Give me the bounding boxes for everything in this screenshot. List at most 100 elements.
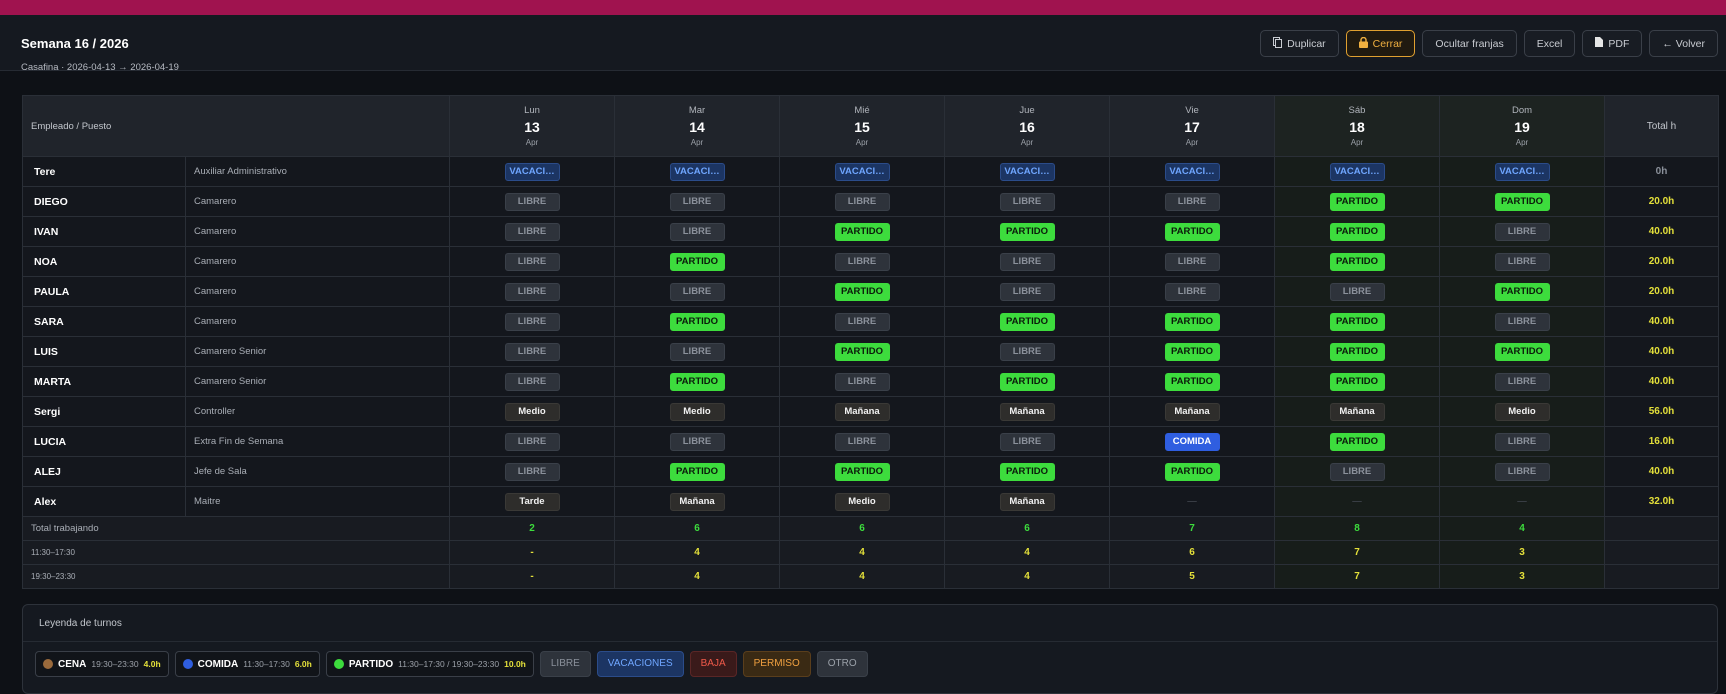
shift-chip[interactable]: PARTIDO xyxy=(1164,462,1220,481)
legend-tag: OTRO xyxy=(816,651,868,677)
shift-chip[interactable]: Mañana xyxy=(669,492,725,511)
shift-chip[interactable]: PARTIDO xyxy=(1164,372,1220,391)
shift-chip[interactable]: LIBRE xyxy=(1164,192,1220,211)
shift-chip[interactable]: PARTIDO xyxy=(999,372,1055,391)
shift-chip[interactable]: LIBRE xyxy=(999,192,1055,211)
shift-chip[interactable]: PARTIDO xyxy=(834,462,890,481)
shift-chip[interactable]: LIBRE xyxy=(504,222,560,241)
shift-chip[interactable]: VACACI… xyxy=(1329,162,1385,181)
shift-chip[interactable]: PARTIDO xyxy=(834,342,890,361)
shift-chip[interactable]: Medio xyxy=(669,402,725,421)
shift-chip[interactable]: LIBRE xyxy=(504,252,560,271)
toolbar-button[interactable]: ← Volver xyxy=(1649,30,1718,57)
toolbar-button[interactable]: Cerrar xyxy=(1345,30,1416,57)
shift-chip[interactable]: VACACI… xyxy=(999,162,1055,181)
shift-chip[interactable]: PARTIDO xyxy=(1329,312,1385,331)
shift-chip[interactable]: LIBRE xyxy=(1329,462,1385,481)
shift-chip[interactable]: Medio xyxy=(1494,402,1550,421)
shift-chip[interactable]: VACACI… xyxy=(669,162,725,181)
shift-chip[interactable]: VACACI… xyxy=(1494,162,1550,181)
shift-chip[interactable]: LIBRE xyxy=(834,252,890,271)
toolbar-button[interactable]: Excel xyxy=(1523,30,1576,57)
shift-chip[interactable]: Mañana xyxy=(834,402,890,421)
shift-chip[interactable]: PARTIDO xyxy=(999,222,1055,241)
shift-chip[interactable]: PARTIDO xyxy=(669,372,725,391)
shift-chip[interactable]: LIBRE xyxy=(1494,462,1550,481)
summary-value: 4 xyxy=(779,540,945,565)
shift-chip[interactable]: — xyxy=(1187,495,1197,507)
shift-chip[interactable]: LIBRE xyxy=(504,432,560,451)
button-label: PDF xyxy=(1608,37,1630,50)
shift-chip[interactable]: LIBRE xyxy=(669,222,725,241)
day-header: Mié 15 Apr xyxy=(779,95,945,157)
shift-chip[interactable]: LIBRE xyxy=(834,312,890,331)
shift-chip[interactable]: LIBRE xyxy=(1164,252,1220,271)
shift-chip[interactable]: LIBRE xyxy=(999,282,1055,301)
shift-chip[interactable]: PARTIDO xyxy=(1329,342,1385,361)
shift-chip[interactable]: PARTIDO xyxy=(1494,192,1550,211)
shift-chip[interactable]: PARTIDO xyxy=(1329,222,1385,241)
shift-chip[interactable]: LIBRE xyxy=(999,432,1055,451)
shift-chip[interactable]: Medio xyxy=(834,492,890,511)
shift-chip[interactable]: COMIDA xyxy=(1164,432,1220,451)
shift-chip[interactable]: LIBRE xyxy=(1494,312,1550,331)
shift-chip[interactable]: PARTIDO xyxy=(1329,252,1385,271)
shift-chip[interactable]: PARTIDO xyxy=(669,252,725,271)
shift-chip[interactable]: PARTIDO xyxy=(1494,342,1550,361)
shift-chip[interactable]: LIBRE xyxy=(504,342,560,361)
toolbar-button[interactable]: Duplicar xyxy=(1260,30,1339,57)
shift-chip[interactable]: PARTIDO xyxy=(834,282,890,301)
shift-chip[interactable]: LIBRE xyxy=(669,342,725,361)
shift-chip[interactable]: LIBRE xyxy=(504,312,560,331)
shift-chip[interactable]: PARTIDO xyxy=(999,462,1055,481)
shift-chip[interactable]: LIBRE xyxy=(834,432,890,451)
employee-role: Camarero xyxy=(185,246,450,277)
toolbar-button[interactable]: Ocultar franjas xyxy=(1422,30,1517,57)
shift-chip[interactable]: PARTIDO xyxy=(669,312,725,331)
toolbar-button[interactable]: PDF xyxy=(1582,30,1643,57)
shift-chip[interactable]: Tarde xyxy=(504,492,560,511)
shift-chip[interactable]: Mañana xyxy=(999,402,1055,421)
shift-chip[interactable]: PARTIDO xyxy=(834,222,890,241)
shift-chip[interactable]: LIBRE xyxy=(1494,432,1550,451)
shift-chip[interactable]: PARTIDO xyxy=(1329,372,1385,391)
shift-chip[interactable]: LIBRE xyxy=(504,372,560,391)
shift-chip[interactable]: PARTIDO xyxy=(1164,222,1220,241)
shift-chip[interactable]: — xyxy=(1352,495,1362,507)
shift-chip[interactable]: VACACI… xyxy=(1164,162,1220,181)
shift-chip[interactable]: LIBRE xyxy=(1494,222,1550,241)
shift-chip[interactable]: LIBRE xyxy=(1164,282,1220,301)
shift-chip[interactable]: LIBRE xyxy=(1329,282,1385,301)
shift-chip[interactable]: Mañana xyxy=(1329,402,1385,421)
shift-chip[interactable]: LIBRE xyxy=(834,192,890,211)
shift-chip[interactable]: LIBRE xyxy=(834,372,890,391)
shift-chip[interactable]: VACACI… xyxy=(834,162,890,181)
shift-chip[interactable]: LIBRE xyxy=(504,462,560,481)
shift-chip[interactable]: Mañana xyxy=(1164,402,1220,421)
shift-chip[interactable]: PARTIDO xyxy=(1329,432,1385,451)
shift-chip[interactable]: PARTIDO xyxy=(1494,282,1550,301)
shift-chip[interactable]: PARTIDO xyxy=(999,312,1055,331)
employee-role: Camarero Senior xyxy=(185,366,450,397)
shift-cell: LIBRE xyxy=(1109,186,1275,217)
shift-chip[interactable]: LIBRE xyxy=(669,282,725,301)
day-header: Lun 13 Apr xyxy=(449,95,615,157)
shift-chip[interactable]: PARTIDO xyxy=(1329,192,1385,211)
shift-chip[interactable]: PARTIDO xyxy=(1164,312,1220,331)
shift-chip[interactable]: Mañana xyxy=(999,492,1055,511)
shift-chip[interactable]: LIBRE xyxy=(999,252,1055,271)
shift-chip[interactable]: PARTIDO xyxy=(1164,342,1220,361)
shift-chip[interactable]: LIBRE xyxy=(1494,372,1550,391)
shift-cell: LIBRE xyxy=(449,306,615,337)
shift-chip[interactable]: — xyxy=(1517,495,1527,507)
shift-chip[interactable]: VACACI… xyxy=(504,162,560,181)
shift-chip[interactable]: LIBRE xyxy=(999,342,1055,361)
shift-chip[interactable]: LIBRE xyxy=(504,192,560,211)
shift-chip[interactable]: PARTIDO xyxy=(669,462,725,481)
shift-chip[interactable]: LIBRE xyxy=(1494,252,1550,271)
shift-chip[interactable]: LIBRE xyxy=(669,192,725,211)
shift-chip[interactable]: Medio xyxy=(504,402,560,421)
shift-chip[interactable]: LIBRE xyxy=(669,432,725,451)
shift-chip[interactable]: LIBRE xyxy=(504,282,560,301)
